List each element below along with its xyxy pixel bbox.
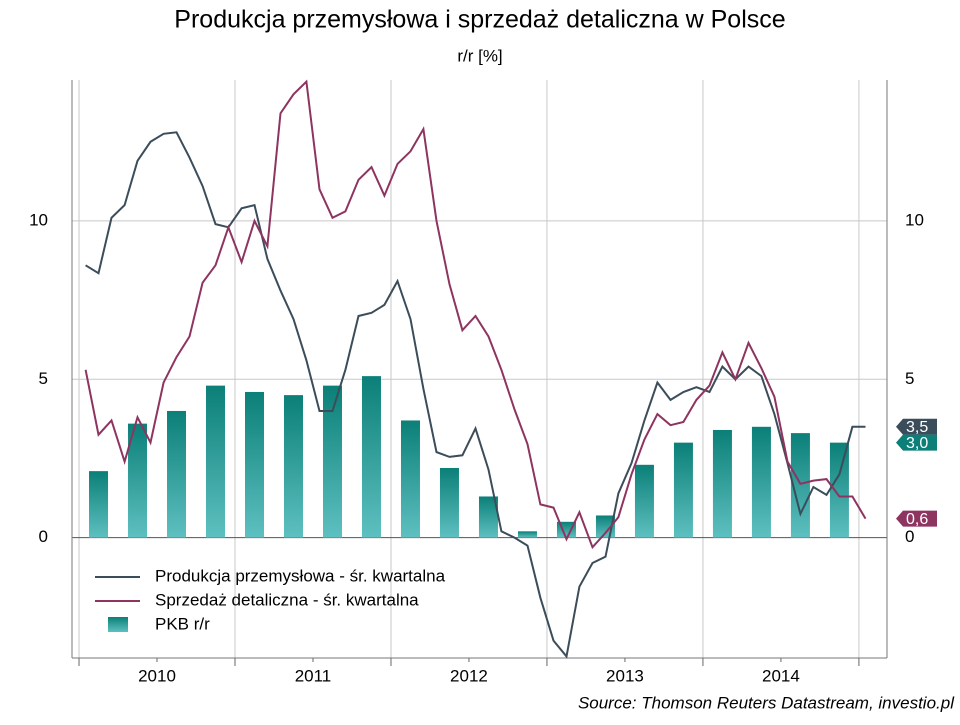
x-tick-label: 2012 xyxy=(450,666,488,685)
bar xyxy=(361,376,381,538)
bar xyxy=(673,442,693,538)
source: Source: Thomson Reuters Datastream, inve… xyxy=(578,693,955,712)
legend-label: Sprzedaż detaliczna - śr. kwartalna xyxy=(155,590,419,609)
legend-label: PKB r/r xyxy=(155,614,210,633)
chart-title: Produkcja przemysłowa i sprzedaż detalic… xyxy=(174,6,785,34)
line xyxy=(84,79,867,550)
end-label: 0,6 xyxy=(906,511,928,528)
bar xyxy=(167,410,187,538)
y2-tick-label: 0 xyxy=(905,527,914,546)
y-tick-label: 5 xyxy=(39,369,48,388)
bar xyxy=(89,471,109,538)
legend-swatch xyxy=(108,617,128,632)
y-tick-label: 0 xyxy=(39,527,48,546)
x-tick-label: 2014 xyxy=(762,666,800,685)
bar xyxy=(400,420,420,538)
x-tick-label: 2010 xyxy=(138,666,176,685)
legend-label: Produkcja przemysłowa - śr. kwartalna xyxy=(155,566,446,585)
bar xyxy=(790,433,810,538)
chart-subtitle: r/r [%] xyxy=(457,46,502,65)
end-tag xyxy=(896,418,937,435)
bar xyxy=(517,531,537,538)
bar xyxy=(712,429,732,538)
bar xyxy=(829,442,849,538)
end-label: 3,0 xyxy=(906,435,928,452)
bar xyxy=(322,385,342,538)
y2-tick-label: 10 xyxy=(905,210,924,229)
bar xyxy=(751,426,771,538)
end-tag xyxy=(896,434,937,451)
x-tick-label: 2013 xyxy=(606,666,644,685)
x-tick-label: 2011 xyxy=(295,666,332,685)
end-label: 3,5 xyxy=(906,419,928,436)
bar xyxy=(634,464,654,538)
bar xyxy=(439,467,459,538)
bar xyxy=(283,395,303,538)
y-tick-label: 10 xyxy=(29,210,48,229)
bar xyxy=(244,391,264,538)
end-tag xyxy=(896,510,937,527)
bar xyxy=(128,423,148,538)
bar xyxy=(478,496,498,538)
y2-tick-label: 5 xyxy=(905,369,914,388)
bar xyxy=(206,385,226,538)
